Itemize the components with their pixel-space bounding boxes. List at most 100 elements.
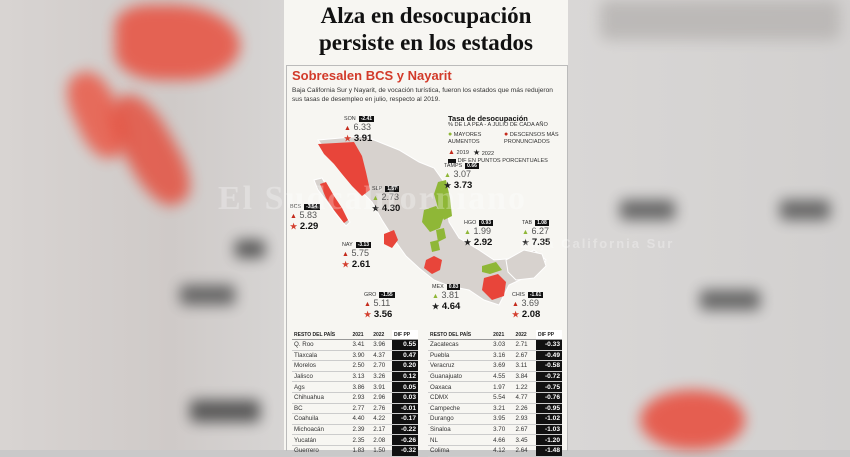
star-icon: ★ — [512, 310, 520, 319]
dif-cell: -0.49 — [536, 350, 562, 362]
value-cell: 4.12 — [491, 445, 514, 457]
value-2019: 5.11 — [373, 298, 391, 308]
headline: Alza en desocupación persiste en los est… — [284, 2, 568, 56]
star-icon: ★ — [522, 238, 530, 247]
table-row: Michoacán 2.39 2.17 -0.22 — [292, 424, 418, 436]
state-name-cell: Campeche — [428, 403, 492, 415]
dif-cell: -1.20 — [536, 434, 562, 446]
table-row: Guanajuato 4.55 3.84 -0.72 — [428, 371, 562, 383]
dif-cell: 0.55 — [392, 339, 418, 351]
value-cell: 4.40 — [350, 413, 372, 425]
value-cell: 2.77 — [350, 403, 372, 415]
value-2019: 5.83 — [299, 210, 317, 220]
value-cell: 1.22 — [513, 381, 536, 393]
state-label-mex: MEX 0.83 ▲ 3.81 ★ 4.64 — [432, 284, 461, 312]
state-name-cell: Yucatán — [292, 434, 351, 446]
headline-line-2: persiste en los estados — [318, 30, 534, 55]
dif-cell: -0.33 — [536, 339, 562, 351]
watermark-line-2: Baja California Sur — [520, 236, 675, 251]
value-cell: 2.35 — [350, 434, 372, 446]
value-2022: 4.30 — [381, 203, 401, 214]
value-cell: 5.54 — [491, 392, 514, 404]
dif-badge: 0.93 — [479, 220, 494, 226]
watermark-line-1: El Sudcaliforniano — [218, 180, 528, 217]
dif-cell: -0.95 — [536, 403, 562, 415]
state-label-tamps: TAMPS 0.66 ▲ 3.07 ★ 3.73 — [444, 163, 479, 191]
state-name: SON — [344, 116, 356, 122]
value-cell: 2.39 — [350, 424, 372, 436]
value-cell: 3.70 — [491, 424, 514, 436]
star-icon: ★ — [472, 148, 481, 157]
value-cell: 3.90 — [350, 350, 372, 362]
value-cell: 4.37 — [371, 350, 392, 362]
value-2022: 2.08 — [521, 309, 541, 320]
column-header: DIF PP — [536, 330, 562, 340]
dif-badge: -3.54 — [304, 204, 320, 210]
triangle-icon: ▲ — [522, 229, 529, 236]
blurred-dark-shape — [235, 240, 265, 258]
legend-2022: 2022 — [481, 151, 495, 157]
blurred-red-shape — [640, 390, 745, 450]
dif-badge: 0.66 — [465, 163, 479, 169]
state-name: SLP — [372, 186, 383, 192]
column-header: RESTO DEL PAÍS — [292, 330, 351, 340]
legend-descensos: DESCENSOS MÁS PRONUNCIADOS — [504, 132, 559, 145]
value-cell: 1.83 — [350, 445, 372, 457]
value-cell: 2.26 — [513, 403, 536, 415]
dif-cell: -1.02 — [536, 413, 562, 425]
value-cell: 4.66 — [491, 434, 514, 446]
state-label-chis: CHIS -1.61 ▲ 3.69 ★ 2.08 — [512, 292, 544, 320]
value-2022: 3.91 — [353, 133, 373, 144]
dif-cell: 0.12 — [392, 371, 418, 383]
dif-badge: -2.41 — [358, 116, 375, 122]
value-cell: 3.16 — [491, 350, 514, 362]
legend-subtitle: % DE LA PEA - A JULIO DE CADA AÑO — [448, 122, 548, 128]
legend-2019: 2019 — [456, 150, 469, 156]
triangle-icon: ▲ — [290, 213, 297, 220]
state-name-cell: Guanajuato — [428, 371, 492, 383]
legend-title: Tasa de desocupación — [448, 114, 528, 123]
value-2019: 2.73 — [381, 192, 399, 202]
infographic-card: Alza en desocupación persiste en los est… — [284, 0, 568, 457]
hidalgo-state — [436, 228, 446, 242]
dif-cell: 0.20 — [392, 360, 418, 372]
column-header: 2021 — [350, 330, 372, 340]
state-name-cell: CDMX — [428, 392, 492, 404]
value-cell: 3.69 — [491, 360, 514, 372]
value-2022: 7.35 — [531, 237, 551, 248]
value-cell: 3.45 — [513, 434, 536, 446]
table-row: Coahuila 4.40 4.22 -0.17 — [292, 413, 418, 425]
dif-cell: -0.01 — [392, 403, 418, 415]
intro-text: Baja California Sur y Nayarit, de vocaci… — [292, 87, 553, 104]
legend-mayores: MAYORES AUMENTOS — [448, 132, 482, 145]
state-name-cell: Q. Roo — [292, 339, 351, 351]
state-name-cell: Jalisco — [292, 371, 351, 383]
star-icon: ★ — [290, 222, 298, 231]
dif-box-icon — [448, 158, 456, 163]
value-2019: 3.07 — [453, 169, 471, 179]
star-icon: ★ — [364, 310, 372, 319]
value-cell: 4.77 — [513, 392, 536, 404]
value-cell: 1.50 — [371, 445, 392, 457]
state-name-cell: Oaxaca — [428, 381, 492, 393]
value-cell: 2.71 — [513, 339, 536, 351]
blurred-gray-shape — [600, 0, 840, 40]
state-name-cell: Coahuila — [292, 413, 351, 425]
blurred-dark-shape — [700, 290, 760, 310]
triangle-icon: ▲ — [464, 229, 471, 236]
dif-cell: -0.17 — [392, 413, 418, 425]
value-cell: 2.93 — [350, 392, 372, 404]
value-cell: 2.67 — [513, 424, 536, 436]
edomex-state — [430, 240, 440, 252]
value-2022: 2.61 — [351, 259, 371, 270]
value-cell: 3.26 — [371, 371, 392, 383]
table-row: Zacatecas 3.03 2.71 -0.33 — [428, 339, 562, 351]
dif-cell: -0.76 — [536, 392, 562, 404]
value-2019: 1.99 — [473, 226, 491, 236]
state-label-tab: TAB 1.08 ▲ 6.27 ★ 7.35 — [522, 220, 550, 248]
triangle-icon: ▲ — [344, 125, 351, 132]
star-icon: ★ — [372, 204, 380, 213]
value-2022: 4.64 — [441, 301, 461, 312]
value-2019: 6.33 — [353, 122, 371, 132]
state-name: TAB — [522, 220, 533, 226]
